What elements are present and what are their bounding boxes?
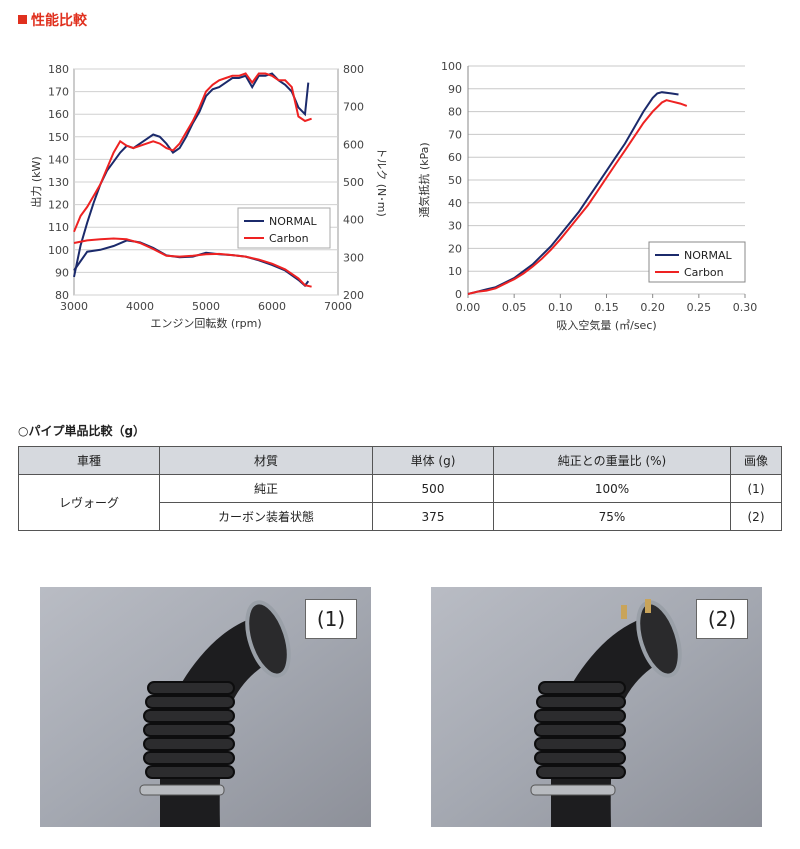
y-tick-label: 110 bbox=[48, 221, 69, 234]
x-axis-label: エンジン回転数 (rpm) bbox=[150, 317, 261, 330]
material-cell: 純正 bbox=[159, 474, 373, 503]
y-tick-label: 80 bbox=[55, 289, 69, 302]
y-axis-label: 出力 (kW) bbox=[29, 156, 43, 207]
material-cell: カーボン装着状態 bbox=[159, 502, 373, 531]
section-title: 性能比較 bbox=[18, 10, 87, 30]
y-tick-label: 20 bbox=[448, 242, 462, 255]
y-tick-label: 90 bbox=[448, 83, 462, 96]
x-axis-label: 吸入空気量 (㎥/sec) bbox=[556, 318, 656, 332]
header-weight: 単体 (g) bbox=[372, 446, 494, 475]
header-material: 材質 bbox=[159, 446, 373, 475]
y-tick-label: 0 bbox=[455, 288, 462, 301]
y2-tick-label: 200 bbox=[343, 289, 364, 302]
series-line-carbon-torque bbox=[73, 237, 312, 288]
table-header-row: 車種 材質 単体 (g) 純正との重量比 (%) 画像 bbox=[18, 446, 782, 475]
y-tick-label: 100 bbox=[48, 244, 69, 257]
y-tick-label: 100 bbox=[441, 60, 462, 73]
image-ref-cell: (2) bbox=[730, 502, 782, 531]
x-tick-label: 7000 bbox=[324, 300, 352, 313]
y-tick-label: 130 bbox=[48, 176, 69, 189]
comparison-table: 車種 材質 単体 (g) 純正との重量比 (%) 画像 レヴォーグ 純正 500… bbox=[18, 446, 782, 531]
y-axis-label: 通気抵抗 (kPa) bbox=[417, 142, 431, 217]
weight-cell: 500 bbox=[372, 474, 494, 503]
table-title: ○パイプ単品比較（g） bbox=[18, 424, 146, 438]
x-tick-label: 0.15 bbox=[594, 301, 619, 314]
y-tick-label: 90 bbox=[55, 266, 69, 279]
y2-tick-label: 700 bbox=[343, 101, 364, 114]
legend-label: NORMAL bbox=[269, 215, 318, 228]
airflow-resistance-chart: 0 10 20 30 40 50 60 70 80 90 100 0.00 0.05 0.10 0.15 0.… bbox=[417, 60, 758, 332]
y-tick-label: 80 bbox=[448, 106, 462, 119]
x-tick-label: 0.20 bbox=[640, 301, 665, 314]
y-tick-label: 160 bbox=[48, 108, 69, 121]
y-tick-label: 50 bbox=[448, 174, 462, 187]
power-torque-chart: 80 90 100 110 120 130 140 150 160 170 180 200 300 400… bbox=[29, 63, 388, 330]
photo-label: (1) bbox=[305, 599, 357, 639]
x-tick-label: 0.25 bbox=[687, 301, 712, 314]
header-ratio: 純正との重量比 (%) bbox=[493, 446, 731, 475]
y2-tick-label: 800 bbox=[343, 63, 364, 76]
header-image: 画像 bbox=[730, 446, 782, 475]
x-tick-label: 5000 bbox=[192, 300, 220, 313]
bullet-square-icon bbox=[18, 15, 27, 24]
y-tick-label: 10 bbox=[448, 265, 462, 278]
y2-tick-label: 600 bbox=[343, 138, 364, 151]
y-tick-label: 140 bbox=[48, 153, 69, 166]
legend-label: Carbon bbox=[684, 266, 724, 279]
intake-pipe-image bbox=[40, 587, 371, 827]
intake-pipe-image bbox=[431, 587, 762, 827]
x-tick-label: 3000 bbox=[60, 300, 88, 313]
legend-box bbox=[237, 207, 331, 249]
x-tick-label: 6000 bbox=[258, 300, 286, 313]
ratio-cell: 100% bbox=[493, 474, 731, 503]
series-line-normal-power bbox=[73, 72, 310, 278]
image-ref-cell: (1) bbox=[730, 474, 782, 503]
y2-tick-label: 400 bbox=[343, 214, 364, 227]
y2-tick-label: 300 bbox=[343, 251, 364, 264]
photo-stock-pipe: (1) bbox=[40, 587, 371, 827]
y-tick-label: 120 bbox=[48, 199, 69, 212]
legend-box bbox=[648, 241, 746, 283]
weight-cell: 375 bbox=[372, 502, 494, 531]
header-vehicle: 車種 bbox=[18, 446, 160, 475]
x-tick-label: 0.30 bbox=[733, 301, 758, 314]
y-tick-label: 180 bbox=[48, 63, 69, 76]
section-title-text: 性能比較 bbox=[31, 13, 87, 29]
y-tick-label: 40 bbox=[448, 197, 462, 210]
x-tick-label: 0.05 bbox=[502, 301, 527, 314]
table-row: カーボン装着状態 375 75% (2) bbox=[19, 502, 782, 531]
x-tick-label: 0.10 bbox=[548, 301, 573, 314]
photo-label: (2) bbox=[696, 599, 748, 639]
series-line-carbon bbox=[467, 99, 688, 295]
vehicle-cell: レヴォーグ bbox=[18, 474, 160, 531]
photo-carbon-pipe: (2) bbox=[431, 587, 762, 827]
y-tick-label: 60 bbox=[448, 151, 462, 164]
y2-tick-label: 500 bbox=[343, 176, 364, 189]
y-tick-label: 150 bbox=[48, 131, 69, 144]
y2-axis-label: トルク (N･m) bbox=[375, 147, 388, 217]
y-tick-label: 70 bbox=[448, 128, 462, 141]
y-tick-label: 30 bbox=[448, 220, 462, 233]
legend-label: NORMAL bbox=[684, 249, 733, 262]
legend-label: Carbon bbox=[269, 232, 309, 245]
table-row: レヴォーグ 純正 500 100% (1) bbox=[18, 474, 782, 531]
series-line-carbon-power bbox=[73, 72, 312, 233]
x-tick-label: 0.00 bbox=[456, 301, 481, 314]
x-tick-label: 4000 bbox=[126, 300, 154, 313]
y-tick-label: 170 bbox=[48, 86, 69, 99]
ratio-cell: 75% bbox=[493, 502, 731, 531]
